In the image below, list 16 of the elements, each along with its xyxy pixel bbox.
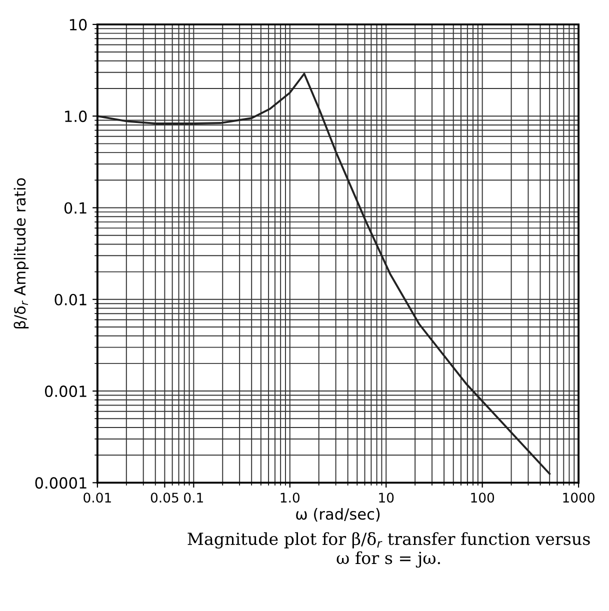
x-tick-label: 0.1 xyxy=(184,492,203,503)
x-axis-title: ω (rad/sec) xyxy=(296,508,380,522)
y-tick-label: 10 xyxy=(70,18,87,30)
y-tick-label: 0.1 xyxy=(64,202,86,214)
y-tick-label: 0.0001 xyxy=(35,477,86,489)
y-tick-label: 0.01 xyxy=(54,294,86,306)
text: Magnitude plot for β/δ$_{r}$ transfer function versus ω for s = jω. xyxy=(188,532,590,568)
x-tick-label: 0.01 xyxy=(84,492,111,503)
x-tick-label: 100 xyxy=(471,492,494,503)
y-axis-title: β/δ$_{r}$ Amplitude ratio xyxy=(14,178,29,328)
x-tick-label: 1000 xyxy=(563,492,594,503)
y-tick-label: 1.0 xyxy=(65,110,87,122)
y-tick-label: 0.001 xyxy=(44,386,86,398)
x-tick-label: 10 xyxy=(379,492,394,503)
x-tick-label: 1.0 xyxy=(280,492,300,503)
x-tick-label: 0.05 xyxy=(150,492,178,503)
